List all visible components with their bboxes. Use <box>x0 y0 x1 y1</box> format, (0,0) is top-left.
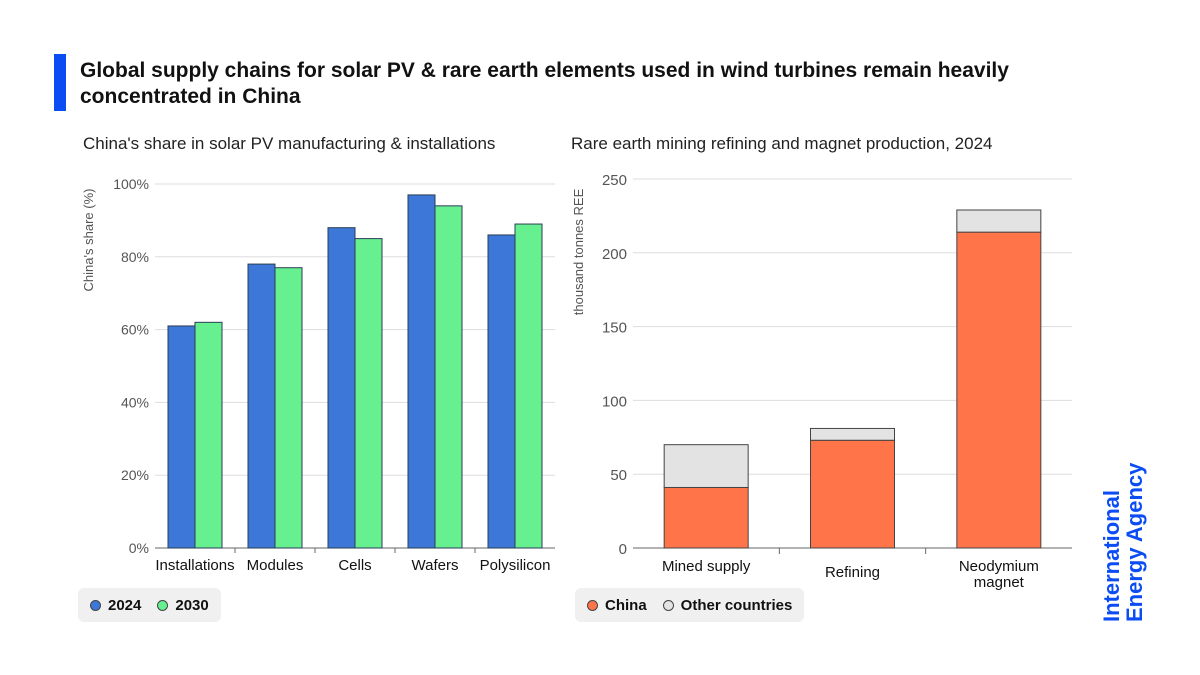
x-tick-label: Installations <box>155 557 234 574</box>
y-tick-label: 40% <box>121 394 149 410</box>
legend-item-other: Other countries <box>662 596 793 614</box>
x-tick-label: Modules <box>247 557 304 574</box>
bar-2024-installations <box>167 325 196 549</box>
y-tick-label: 200 <box>602 246 627 263</box>
y-tick-label: 20% <box>121 467 149 483</box>
bar-china-0 <box>663 486 749 549</box>
legend-item-2024: 2024 <box>90 597 141 614</box>
legend-swatch-other <box>662 600 674 612</box>
y-tick-label: 0% <box>129 540 149 556</box>
legend-swatch-2030 <box>157 600 169 612</box>
x-tick-label: Refining <box>825 564 880 581</box>
x-tick-label: Wafers <box>412 557 459 574</box>
right-legend: China Other countries <box>575 588 805 622</box>
bar-2030-polysilicon <box>514 223 543 549</box>
y-tick-label: 250 <box>602 172 627 189</box>
bar-2024-wafers <box>407 194 436 549</box>
legend-label: China <box>605 596 647 614</box>
right-chart-title: Rare earth mining refining and magnet pr… <box>571 134 993 153</box>
iea-logo: International Energy Agency <box>1099 462 1147 622</box>
legend-item-china: China <box>587 597 647 614</box>
y-tick-label: 80% <box>121 249 149 265</box>
x-tick-label: magnet <box>974 574 1025 591</box>
page-title: Global supply chains for solar PV & rare… <box>80 59 1009 108</box>
legend-label: Other countries <box>680 596 793 614</box>
bar-2030-installations <box>194 321 223 549</box>
bar-2024-polysilicon <box>487 234 516 549</box>
y-tick-label: 50 <box>610 467 627 484</box>
x-tick-label: Mined supply <box>662 558 751 575</box>
y-tick-label: 0 <box>619 541 627 558</box>
bar-2030-cells <box>354 238 383 549</box>
bar-other-countries-0 <box>663 444 749 488</box>
legend-swatch-china <box>587 600 598 612</box>
bar-other-countries-2 <box>956 209 1042 233</box>
bar-2030-modules <box>274 267 303 549</box>
bar-2024-cells <box>327 227 356 549</box>
legend-item-2030: 2030 <box>157 596 209 614</box>
x-tick-label: Polysilicon <box>480 557 551 574</box>
y-tick-label: 60% <box>121 322 149 338</box>
bar-other-countries-1 <box>810 427 895 441</box>
y-axis-label: thousand tonnes REE <box>571 188 586 315</box>
y-tick-label: 150 <box>602 320 627 337</box>
bar-2024-modules <box>247 263 276 549</box>
y-axis-label: China's share (%) <box>81 189 96 292</box>
legend-swatch-2024 <box>90 600 101 612</box>
x-tick-label: Cells <box>338 557 371 574</box>
bar-china-1 <box>810 439 895 549</box>
y-tick-label: 100 <box>602 393 627 410</box>
legend-label: 2024 <box>108 596 142 614</box>
bar-2030-wafers <box>434 205 463 549</box>
legend-label: 2030 <box>175 596 209 614</box>
left-legend: 2024 2030 <box>78 588 221 622</box>
y-tick-label: 100% <box>113 176 149 192</box>
bar-china-2 <box>956 231 1042 549</box>
title-accent-bar <box>54 54 66 111</box>
x-tick-label: Neodymium <box>959 558 1039 575</box>
left-chart-title: China's share in solar PV manufacturing … <box>83 134 496 153</box>
